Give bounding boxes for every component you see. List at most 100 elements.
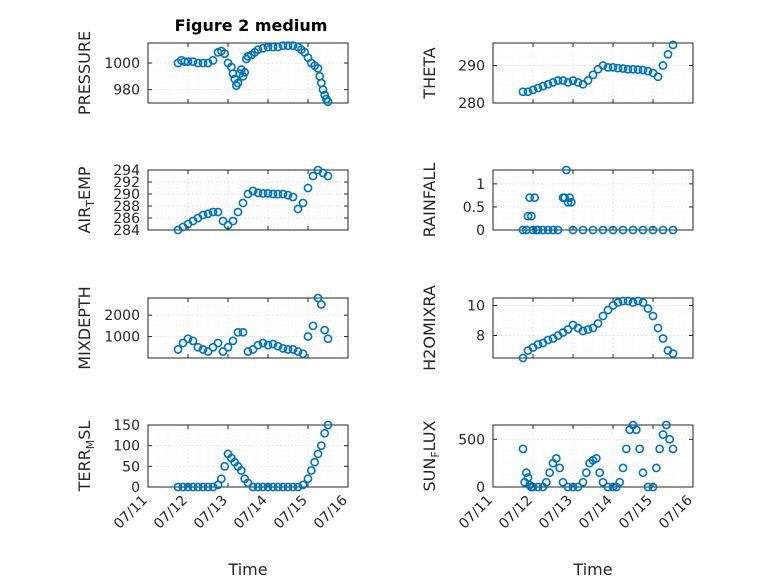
y-tick-label: 290 [458,59,485,75]
data-point [563,325,573,334]
subplot-pressure: 980 1000 PRESSURE [75,31,349,115]
y-tick-label: 2000 [104,308,140,324]
data-point [628,298,638,307]
data-point [633,296,643,306]
data-point [615,477,625,487]
data-point [193,342,203,352]
data-point [198,58,208,68]
data-point [310,457,320,467]
data-point [233,327,243,337]
data-point [323,334,333,344]
data-point [523,211,533,221]
data-point [218,216,228,226]
data-point [518,353,528,363]
data-point [193,482,203,492]
axes-frame [147,42,349,104]
y-tick-label: 0 [131,480,140,496]
data-point [621,444,631,454]
x-tick-label: 07/16 [656,492,696,532]
axes-background [147,169,349,231]
data-point [638,65,648,75]
data-point [525,193,535,203]
data-point [293,204,303,214]
data-point [635,444,645,454]
data-point [273,482,283,492]
data-point [573,77,583,87]
axes-frame [147,169,349,231]
data-point [198,345,208,354]
data-point [631,425,641,435]
y-tick-label: 280 [458,96,485,112]
data-point [543,335,553,345]
data-point [208,207,218,217]
data-point [591,453,601,463]
data-point [198,210,208,220]
data-point [213,207,223,217]
data-point [653,323,663,333]
data-point [258,482,268,492]
data-point [526,211,536,221]
data-point [203,347,213,356]
data-point [278,41,288,51]
data-point [573,482,583,492]
data-point [638,298,648,307]
y-tick-label: 0 [476,223,485,239]
data-point [658,225,668,235]
data-point [193,58,203,68]
subplot-sunflux: 0 500 07/11 07/12 07/13 07/14 07/15 07/16 SUNFLU… [420,420,696,579]
axes-frame [147,297,349,359]
y-axis-label: PRESSURE [75,31,94,115]
y-tick-label: 500 [458,432,485,448]
data-point [248,186,258,196]
data-point [623,64,633,74]
data-point [561,165,571,175]
data-point [273,42,283,52]
data-point [618,225,628,235]
data-point [283,345,293,354]
data-point [588,323,598,333]
data-point [558,477,568,487]
data-point [188,482,198,492]
data-point [218,347,228,356]
data-point [238,198,248,208]
data-point [278,189,288,199]
data-point [603,62,613,72]
data-point [238,71,248,81]
subplot-rainfall: 0 0.5 1 RAINFALL [420,163,694,239]
data-point [253,340,263,350]
data-point [661,420,671,430]
data-point [518,87,528,97]
data-point [565,193,575,203]
data-point [521,468,531,478]
data-point [523,87,533,97]
data-point [243,347,253,356]
data-point [643,482,653,492]
y-axis-label: SUNFLUX [420,420,442,491]
data-point [655,444,665,454]
data-point [303,332,313,341]
data-point [228,216,238,226]
data-point [278,482,288,492]
x-tick-label: 07/13 [191,493,231,533]
data-point [298,480,308,490]
axes-frame [492,42,694,104]
data-point [555,463,565,473]
data-point [578,326,588,336]
data-point [248,482,258,492]
data-point [578,477,588,487]
subplot-theta: 280 290 THETA [420,40,694,112]
data-point [203,482,213,492]
data-point [323,420,333,430]
data-point [548,77,558,87]
data-point [220,49,230,59]
data-point [298,349,308,359]
data-point [653,72,663,82]
data-point [533,482,543,492]
data-point [316,300,326,309]
y-axis-label: AIRTEMP [75,166,97,233]
data-point [581,468,591,478]
data-point [598,61,608,70]
data-point [533,225,543,235]
data-point [273,189,283,199]
data-point [236,466,246,475]
